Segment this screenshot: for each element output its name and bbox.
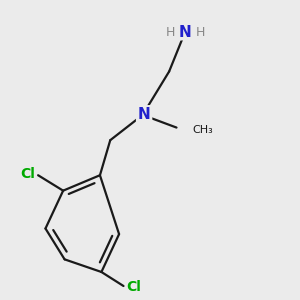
Text: N: N <box>138 107 151 122</box>
Text: Cl: Cl <box>20 167 35 181</box>
Text: Cl: Cl <box>126 280 141 294</box>
Text: H: H <box>195 26 205 39</box>
Text: CH₃: CH₃ <box>193 125 213 135</box>
Text: N: N <box>179 25 192 40</box>
Text: H: H <box>166 26 175 39</box>
